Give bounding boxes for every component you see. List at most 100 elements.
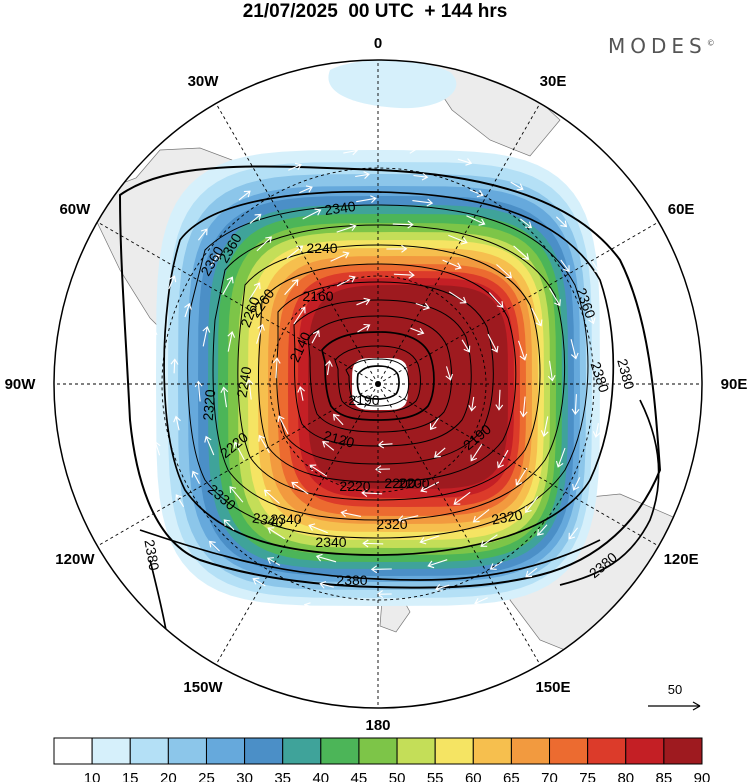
map-title: 21/07/2025 00 UTC + 144 hrs <box>242 1 508 22</box>
contour-label-2200: 2200 <box>398 475 429 491</box>
wind-vector <box>598 366 607 381</box>
wind-vector <box>355 171 370 179</box>
longitude-label-120W: 120W <box>55 551 95 568</box>
colorbar-swatch <box>663 737 703 765</box>
wind-vector <box>555 447 566 468</box>
wind-vector <box>173 415 181 431</box>
wind-vector <box>322 440 335 451</box>
wind-vector <box>238 190 251 201</box>
wind-vector <box>549 288 561 307</box>
wind-vector <box>433 447 446 458</box>
colorbar-tick-65: 65 <box>503 770 520 782</box>
wind-vector <box>208 540 220 552</box>
longitude-label-180: 180 <box>365 717 390 734</box>
contour-label-text: 2340 <box>315 534 346 550</box>
colorbar-swatch <box>167 737 207 765</box>
wind-vector <box>448 291 467 304</box>
wind-vector <box>311 330 320 344</box>
wind-vector <box>415 302 431 311</box>
wind-vector <box>272 357 281 379</box>
wind-vector <box>417 612 433 621</box>
reference-vector-arrowhead <box>692 701 701 711</box>
colorbar-tick-25: 25 <box>198 770 215 782</box>
contour-label-text: 2340 <box>270 511 301 527</box>
contour-label-2340: 2340 <box>270 511 301 527</box>
wind-vector <box>571 394 580 416</box>
wind-vector <box>284 279 299 296</box>
wind-vector <box>267 527 286 540</box>
wind-vector <box>356 195 377 203</box>
wind-vector <box>263 489 280 504</box>
wind-vector <box>510 181 524 191</box>
longitude-label-0: 0 <box>374 35 382 52</box>
contour-label-text: 2320 <box>490 506 524 527</box>
contour-label-text: 2380 <box>141 538 162 572</box>
wind-vector <box>448 234 468 245</box>
wind-vector <box>442 259 462 270</box>
colorbar-swatch <box>510 737 551 765</box>
wind-vector <box>256 236 272 252</box>
wind-vector <box>336 223 357 233</box>
wind-vector <box>299 185 313 194</box>
colorbar-swatch <box>244 737 284 765</box>
wind-vector <box>480 534 498 547</box>
wind-vector <box>210 253 220 267</box>
wind-vector <box>570 339 579 360</box>
longitude-label-30W: 30W <box>188 73 220 90</box>
wind-vector <box>256 323 265 344</box>
wind-vector <box>266 557 281 566</box>
wind-vector <box>377 440 393 449</box>
wind-vector <box>325 360 333 376</box>
wind-vector <box>291 481 309 495</box>
wind-vector <box>340 509 362 518</box>
wind-vector <box>400 145 416 154</box>
wind-vector <box>572 477 581 491</box>
wind-vector <box>233 441 245 461</box>
wind-vector <box>258 434 270 454</box>
longitude-label-30E: 30E <box>540 73 567 90</box>
contour-label-2240: 2240 <box>306 240 337 256</box>
wind-vector <box>531 307 543 327</box>
longitude-labels: 0 30E 60E 90E 120E 150E 180 150W 120W 90W 60W 30W <box>5 35 748 734</box>
wind-vector <box>343 147 359 156</box>
contour-label-2160: 2160 <box>302 288 333 304</box>
wind-vector <box>618 424 627 440</box>
wind-vector <box>599 478 608 493</box>
wind-vector <box>357 323 371 333</box>
wind-vector <box>412 198 434 207</box>
contour-label-text: 2160 <box>302 288 333 304</box>
reference-vector: 50 <box>648 682 701 711</box>
longitude-label-150E: 150E <box>535 679 570 696</box>
contour-label-text: 2320 <box>376 516 407 532</box>
wind-vector <box>303 602 319 610</box>
wind-vector <box>315 553 337 563</box>
wind-vector <box>515 467 528 486</box>
wind-vector <box>540 416 549 437</box>
wind-vector <box>302 208 322 220</box>
colorbar: 10 15 20 25 30 35 40 45 50 55 60 65 70 75 80 85 90 <box>53 737 710 782</box>
colorbar-tick-40: 40 <box>312 770 329 782</box>
colorbar-swatch <box>53 737 93 765</box>
contour-label-2340: 2340 <box>315 534 346 550</box>
wind-band-15-north-patch <box>328 60 457 109</box>
wind-vector <box>393 270 415 279</box>
wind-vector <box>252 577 266 587</box>
wind-vector <box>204 435 215 456</box>
colorbar-tick-45: 45 <box>351 770 368 782</box>
colorbar-tick-55: 55 <box>427 770 444 782</box>
wind-vector <box>397 515 419 523</box>
colorbar-tick-75: 75 <box>579 770 596 782</box>
meridian-line <box>377 221 659 385</box>
wind-vector <box>525 496 539 514</box>
wind-vector <box>496 264 513 279</box>
wind-vector <box>362 539 384 548</box>
wind-vector <box>615 312 624 327</box>
colorbar-swatch <box>472 737 512 765</box>
wind-vector <box>202 325 211 347</box>
wind-vector <box>184 302 192 318</box>
contour-label-text: 2240 <box>306 240 337 256</box>
wind-vector <box>413 172 429 181</box>
wind-vector <box>330 251 350 262</box>
wind-vector <box>152 441 161 456</box>
wind-vector <box>560 259 570 273</box>
